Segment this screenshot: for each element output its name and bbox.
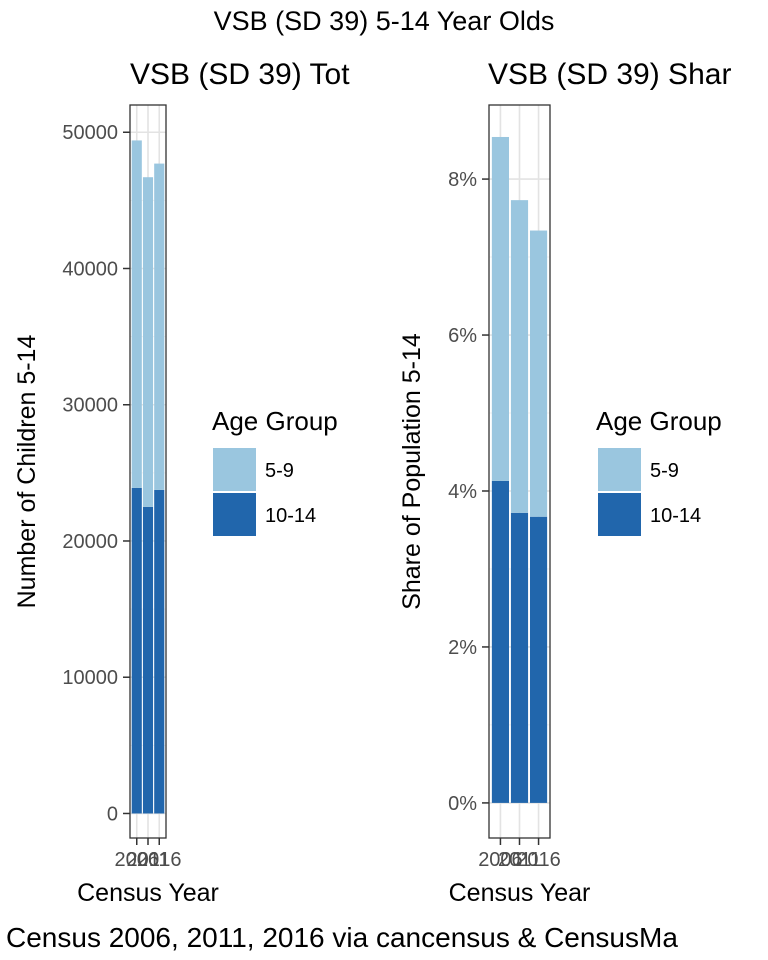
legend-label-10-14: 10-14 [265, 505, 316, 527]
legend-swatch-5-9 [213, 448, 256, 491]
y-tick-label: 0% [448, 793, 477, 815]
y-tick-label: 0 [107, 803, 118, 825]
bar-10-14-2006 [131, 487, 142, 814]
x-tick-label: 2011 [126, 849, 169, 871]
bar-10-14-2016 [529, 516, 548, 803]
x-tick-label: 2016 [137, 849, 182, 871]
y-tick-label: 10000 [62, 667, 118, 689]
x-tick-label: 2006 [478, 849, 523, 871]
x-axis-label: Census Year [77, 879, 219, 907]
legend-swatch-10-14 [598, 493, 641, 536]
y-tick-label: 6% [448, 325, 477, 347]
bar-5-9-2006 [131, 140, 142, 488]
y-tick-label: 20000 [62, 531, 118, 553]
y-tick-label: 30000 [62, 395, 118, 417]
panel-title: VSB (SD 39) Shar [488, 58, 731, 91]
legend: Age Group 5-9 10-14 [596, 406, 722, 536]
bar-5-9-2011 [142, 177, 154, 507]
y-tick-label: 4% [448, 481, 477, 503]
x-tick-label: 2011 [498, 849, 541, 871]
legend: Age Group 5-9 10-14 [212, 406, 338, 536]
y-axis-label: Share of Population 5-14 [398, 333, 426, 610]
x-tick-label: 2006 [115, 849, 160, 871]
y-tick-label: 2% [448, 637, 477, 659]
chart-panel-1: VSB (SD 39) Tot 0 10000 20000 30000 40000 5000… [13, 58, 350, 907]
bar-5-9-2016 [529, 230, 548, 517]
bar-5-9-2011 [510, 200, 529, 513]
bar-10-14-2011 [142, 506, 154, 814]
legend-label-10-14: 10-14 [650, 505, 701, 527]
legend-label-5-9: 5-9 [650, 460, 679, 482]
legend-title: Age Group [212, 406, 338, 436]
y-tick-label: 40000 [62, 258, 118, 280]
caption: Census 2006, 2011, 2016 via cancensus & … [6, 922, 678, 953]
bar-5-9-2016 [154, 163, 165, 490]
y-tick-label: 8% [448, 169, 477, 191]
x-axis-label: Census Year [449, 879, 591, 907]
legend-title: Age Group [596, 406, 722, 436]
legend-swatch-10-14 [213, 493, 256, 536]
main-title: VSB (SD 39) 5-14 Year Olds [213, 6, 555, 36]
bar-10-14-2011 [510, 512, 529, 803]
bar-10-14-2006 [491, 480, 510, 803]
y-tick-label: 50000 [62, 122, 118, 144]
legend-swatch-5-9 [598, 448, 641, 491]
bar-5-9-2006 [491, 136, 510, 481]
legend-label-5-9: 5-9 [265, 460, 294, 482]
panel-title: VSB (SD 39) Tot [130, 58, 350, 91]
bar-10-14-2016 [154, 489, 165, 814]
x-tick-label: 2016 [516, 849, 561, 871]
y-axis-label: Number of Children 5-14 [13, 335, 41, 609]
